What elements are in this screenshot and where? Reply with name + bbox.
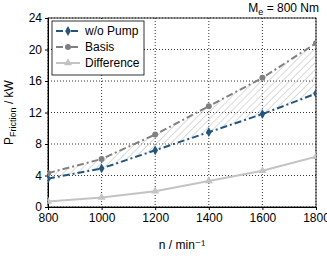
- x-axis: 80010001200140016001800: [38, 207, 327, 225]
- tick: 1400: [196, 207, 223, 225]
- marker: [312, 152, 316, 159]
- tick: 1800: [303, 207, 327, 225]
- tick-label: 0: [35, 200, 42, 214]
- tick-label: 1200: [142, 211, 169, 225]
- tick: 1600: [250, 207, 277, 225]
- grid: [48, 18, 316, 207]
- tick: 16: [29, 74, 48, 88]
- tick-mark: [45, 207, 48, 208]
- marker: [98, 193, 106, 200]
- marker: [313, 40, 316, 46]
- legend-marker: [65, 44, 71, 50]
- y-axis-title: PFriction / kW: [2, 79, 18, 145]
- legend-item: Difference: [56, 56, 140, 70]
- series-line: [48, 94, 316, 179]
- marker: [206, 127, 212, 137]
- tick-label: 12: [29, 106, 43, 120]
- grid-line-y: [48, 144, 316, 145]
- tick-mark: [45, 144, 48, 145]
- tick-label: 4: [35, 169, 42, 183]
- tick-mark: [45, 18, 48, 19]
- marker: [48, 197, 52, 204]
- tick: 4: [35, 169, 48, 183]
- marker: [152, 132, 158, 138]
- tick: 1000: [89, 207, 116, 225]
- chart: 8001000120014001600180004812162024w/o Pu…: [0, 0, 327, 267]
- tick-mark: [45, 176, 48, 177]
- tick-label: 20: [29, 43, 43, 57]
- legend-marker: [64, 58, 72, 65]
- difference-hatch: [48, 43, 316, 178]
- marker: [99, 156, 105, 162]
- tick: 12: [29, 106, 48, 120]
- plot-frame: [48, 18, 316, 207]
- legend-label: w/o Pump: [84, 24, 139, 38]
- marker: [259, 75, 265, 81]
- legend-label: Basis: [85, 40, 114, 54]
- grid-line-y: [48, 175, 316, 176]
- marker: [151, 187, 159, 194]
- legend: w/o Pump Basis Difference: [52, 21, 144, 75]
- marker: [48, 170, 51, 176]
- series-line: [48, 157, 316, 202]
- series-group: [48, 40, 316, 204]
- marker: [206, 103, 212, 109]
- marker: [205, 176, 213, 183]
- series-line: [48, 43, 316, 173]
- tick-label: 24: [29, 11, 43, 25]
- tick: 20: [29, 43, 48, 57]
- tick-label: 16: [29, 74, 43, 88]
- tick: 24: [29, 11, 48, 25]
- grid-line-y: [48, 112, 316, 113]
- tick-label: 1000: [89, 211, 116, 225]
- legend-label: Difference: [85, 56, 140, 70]
- marker: [260, 109, 266, 119]
- marker: [258, 166, 266, 173]
- marker: [99, 163, 105, 173]
- legend-marker: [65, 26, 71, 36]
- annotation: Me = 800 Nm: [248, 1, 319, 17]
- tick: 1200: [142, 207, 169, 225]
- tick-label: 8: [35, 137, 42, 151]
- legend-item: Basis: [56, 40, 114, 54]
- tick-label: 1800: [303, 211, 327, 225]
- tick: 8: [35, 137, 48, 151]
- tick-mark: [45, 50, 48, 51]
- tick: 0: [35, 200, 48, 214]
- legend-item: w/o Pump: [56, 24, 139, 38]
- tick-mark: [45, 81, 48, 82]
- grid-line-x: [155, 18, 156, 207]
- plot: 8001000120014001600180004812162024w/o Pu…: [29, 11, 327, 224]
- y-axis: 0 4 8 12 16 20 24: [29, 11, 49, 214]
- tick-label: 1600: [250, 211, 277, 225]
- x-axis-title: n / min⁻¹: [159, 238, 205, 252]
- marker: [152, 145, 158, 155]
- tick-label: 1400: [196, 211, 223, 225]
- legend-box: [52, 21, 144, 75]
- tick-mark: [45, 113, 48, 114]
- marker: [313, 89, 316, 99]
